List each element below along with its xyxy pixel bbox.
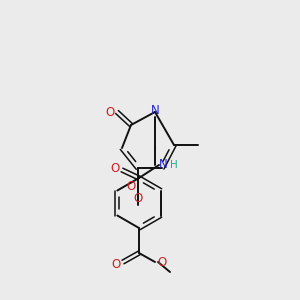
Text: O: O <box>110 161 120 175</box>
Text: O: O <box>134 193 142 206</box>
Text: O: O <box>105 106 115 118</box>
Text: N: N <box>159 158 167 172</box>
Text: O: O <box>158 256 166 269</box>
Text: O: O <box>111 257 121 271</box>
Text: N: N <box>151 104 159 118</box>
Text: O: O <box>126 181 136 194</box>
Text: H: H <box>170 160 178 170</box>
